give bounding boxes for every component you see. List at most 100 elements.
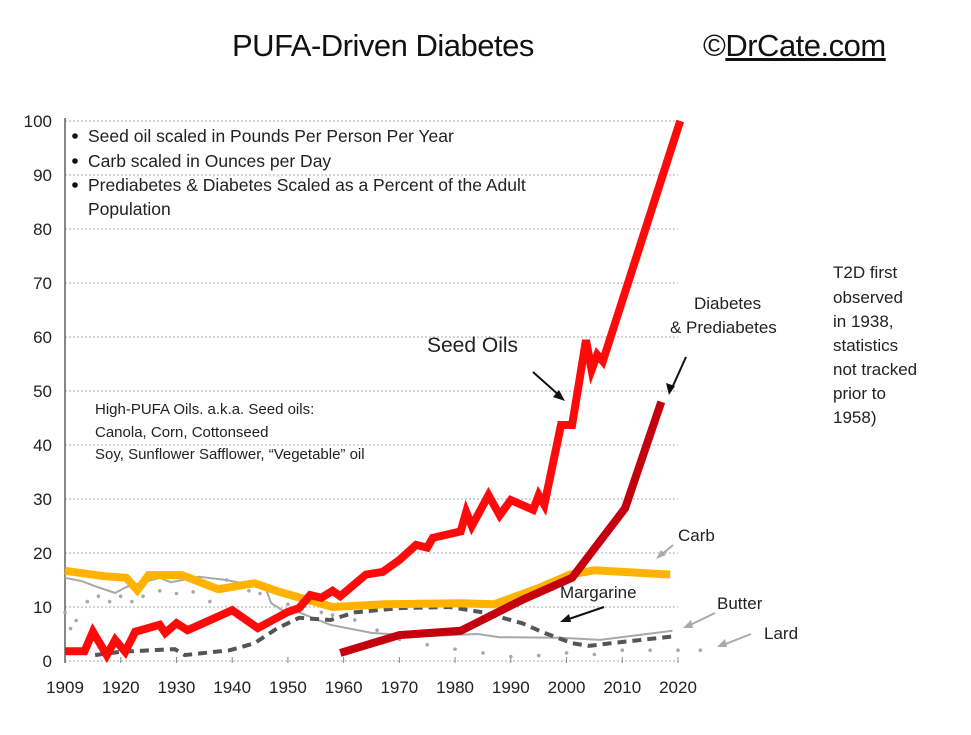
copyright-site-link[interactable]: DrCate.com	[725, 28, 886, 63]
x-tick-label: 1970	[380, 678, 418, 697]
data-point	[85, 599, 90, 604]
data-point	[74, 618, 78, 623]
data-point	[247, 589, 251, 593]
bullet-note-4: Population	[88, 199, 171, 219]
x-tick-label: 1930	[158, 678, 196, 697]
series-line-carb	[64, 566, 671, 612]
x-tick-label: 1909	[46, 678, 84, 697]
t2d-note-line: prior to	[833, 384, 886, 403]
t2d-note-line: statistics	[833, 336, 898, 355]
data-point	[536, 653, 541, 658]
seed-oil-note: High-PUFA Oils. a.k.a. Seed oils: Canola…	[95, 401, 365, 463]
copyright: ©DrCate.com	[703, 28, 886, 64]
bullet-dot	[72, 182, 78, 188]
t2d-note-line: observed	[833, 288, 903, 307]
series-seed-oils	[65, 119, 685, 664]
data-point	[698, 648, 703, 652]
data-point	[425, 643, 430, 647]
y-tick-label: 0	[43, 652, 52, 671]
data-point	[191, 590, 195, 594]
t2d-note: T2D first observed in 1938, statistics n…	[833, 263, 917, 427]
seed-oil-note-line-3: Soy, Sunflower Safflower, “Vegetable” oi…	[95, 446, 365, 463]
data-point	[319, 610, 324, 615]
seed-oil-note-line-2: Canola, Corn, Cottonseed	[95, 424, 268, 441]
margarine-label: Margarine	[560, 583, 637, 602]
margarine-arrow	[560, 606, 605, 622]
series-diabetes-prediabetes	[339, 400, 666, 657]
data-point	[375, 628, 379, 633]
x-tick-label: 1950	[269, 678, 307, 697]
series-line-diabetes-prediabetes	[339, 400, 666, 657]
data-point	[592, 652, 597, 657]
copyright-symbol: ©	[703, 28, 726, 63]
series-line-margarine	[94, 604, 676, 658]
y-tick-label: 100	[24, 112, 52, 131]
data-point	[68, 626, 73, 631]
data-point	[258, 591, 262, 596]
series-butter	[64, 575, 673, 641]
diabetes-arrow	[666, 356, 687, 395]
chart-title: PUFA-Driven Diabetes	[232, 28, 534, 63]
y-tick-label: 80	[33, 220, 52, 239]
x-tick-label: 1940	[213, 678, 251, 697]
t2d-note-line: not tracked	[833, 360, 917, 379]
series-group	[63, 119, 703, 664]
x-tick-labels: 1909 1920 1930 1940 1950 1960 1970 1980 1990 2000…	[46, 657, 697, 697]
data-point	[676, 648, 680, 652]
data-point	[96, 594, 101, 598]
data-point	[564, 651, 569, 655]
carb-label: Carb	[678, 526, 715, 545]
y-tick-label: 70	[33, 274, 52, 293]
data-point	[648, 648, 652, 652]
y-tick-label: 90	[33, 166, 52, 185]
x-tick-label: 1960	[325, 678, 363, 697]
x-tick-label: 1980	[436, 678, 474, 697]
series-lard	[63, 578, 703, 659]
y-tick-label: 40	[33, 436, 52, 455]
bullet-note-2: Carb scaled in Ounces per Day	[88, 151, 331, 171]
y-tick-label: 20	[33, 544, 52, 563]
y-tick-label: 30	[33, 490, 52, 509]
data-point	[107, 599, 112, 604]
data-point	[118, 594, 123, 598]
data-point	[330, 613, 335, 617]
butter-arrow	[683, 612, 716, 628]
series-line-seed-oils	[65, 119, 685, 664]
data-point	[208, 599, 212, 604]
lard-arrow	[717, 633, 752, 647]
carb-arrow	[656, 544, 674, 559]
data-point	[174, 591, 179, 596]
bullet-dot	[72, 158, 78, 164]
diabetes-label-line-1: Diabetes	[694, 294, 761, 313]
data-point	[157, 589, 162, 593]
diabetes-label-line-2: & Prediabetes	[670, 318, 777, 337]
bullet-note-1: Seed oil scaled in Pounds Per Person Per…	[88, 126, 454, 146]
lard-label: Lard	[764, 624, 798, 643]
butter-label: Butter	[717, 594, 763, 613]
seed-oil-note-line-1: High-PUFA Oils. a.k.a. Seed oils:	[95, 401, 314, 418]
y-tick-label: 10	[33, 598, 52, 617]
data-point	[63, 610, 67, 615]
data-point	[286, 602, 290, 607]
bullet-note-3: Prediabetes & Diabetes Scaled as a Perce…	[88, 175, 526, 195]
series-margarine	[94, 604, 676, 658]
data-point	[481, 651, 485, 655]
t2d-note-line: in 1938,	[833, 312, 894, 331]
x-tick-label: 1920	[102, 678, 140, 697]
seed-oils-arrow	[532, 371, 565, 401]
data-point	[352, 618, 357, 622]
bullet-dot	[72, 133, 78, 139]
t2d-note-line: 1958)	[833, 408, 876, 427]
data-point	[130, 599, 134, 604]
bullet-notes: Seed oil scaled in Pounds Per Person Per…	[72, 126, 526, 219]
data-point	[509, 654, 513, 659]
data-point	[141, 594, 145, 598]
x-tick-label: 1990	[492, 678, 530, 697]
x-tick-label: 2000	[548, 678, 586, 697]
t2d-note-line: T2D first	[833, 263, 898, 282]
series-carb	[64, 566, 671, 612]
seed-oils-label: Seed Oils	[427, 334, 518, 357]
x-tick-label: 2020	[659, 678, 697, 697]
data-point	[453, 647, 457, 651]
